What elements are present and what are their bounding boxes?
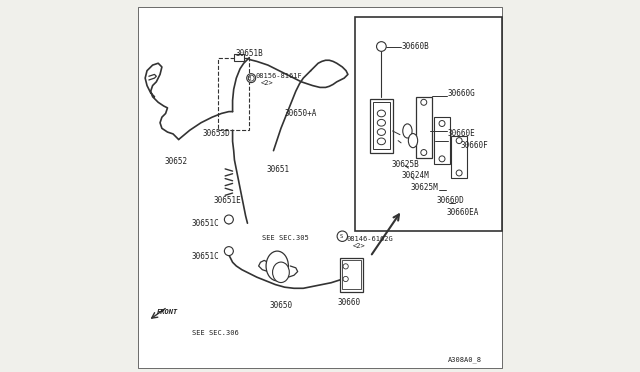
Text: B: B [248,76,251,81]
Bar [355,17,502,231]
Bar [342,260,361,289]
Text: 30651B: 30651B [235,49,263,58]
Ellipse shape [403,124,412,138]
Bar [340,258,363,292]
Text: 30660E: 30660E [447,129,475,138]
Text: 30660: 30660 [338,298,361,307]
Text: FRONT: FRONT [157,309,179,315]
Text: SEE SEC.305: SEE SEC.305 [262,235,309,241]
Ellipse shape [378,129,385,135]
Ellipse shape [378,110,385,117]
Text: 30651C: 30651C [191,219,220,228]
Text: 30660EA: 30660EA [447,208,479,217]
Bar [370,99,392,153]
Text: 30650: 30650 [270,301,293,310]
Circle shape [343,264,348,269]
Circle shape [343,276,348,282]
Circle shape [421,150,427,155]
Text: 30651E: 30651E [214,196,242,205]
Text: 30660B: 30660B [401,42,429,51]
Text: 30652: 30652 [164,157,188,166]
Text: 08146-6162G: 08146-6162G [347,236,394,242]
Circle shape [225,247,234,256]
Circle shape [456,170,462,176]
Text: 30624M: 30624M [401,171,429,180]
Text: 30650+A: 30650+A [285,109,317,118]
Text: 30625M: 30625M [410,183,438,192]
Text: 08156-8161F: 08156-8161F [255,73,302,79]
Circle shape [246,74,255,83]
Text: <2>: <2> [353,243,365,249]
Circle shape [439,121,445,126]
Bar [451,136,467,178]
Bar [234,54,244,61]
Ellipse shape [408,134,418,148]
Ellipse shape [266,251,289,281]
Bar [373,102,390,149]
Circle shape [337,231,348,241]
Bar [218,58,250,130]
Circle shape [225,215,234,224]
Text: 30651: 30651 [266,165,289,174]
Text: 30653D: 30653D [203,129,230,138]
Text: A308A0_8: A308A0_8 [449,357,483,363]
Text: 30660D: 30660D [436,196,464,205]
Circle shape [456,138,462,144]
Circle shape [439,156,445,162]
Ellipse shape [378,138,385,145]
Text: 30651C: 30651C [191,252,220,261]
Text: SEE SEC.306: SEE SEC.306 [191,330,239,336]
Text: <2>: <2> [260,80,273,86]
Bar [434,117,450,164]
Text: 30660G: 30660G [447,89,475,98]
Circle shape [421,99,427,105]
Bar [416,97,431,158]
Circle shape [376,42,386,51]
Text: S: S [339,234,342,239]
Ellipse shape [378,119,385,126]
Ellipse shape [273,262,289,283]
Text: 30660F: 30660F [461,141,488,150]
Text: 30625B: 30625B [392,160,419,169]
